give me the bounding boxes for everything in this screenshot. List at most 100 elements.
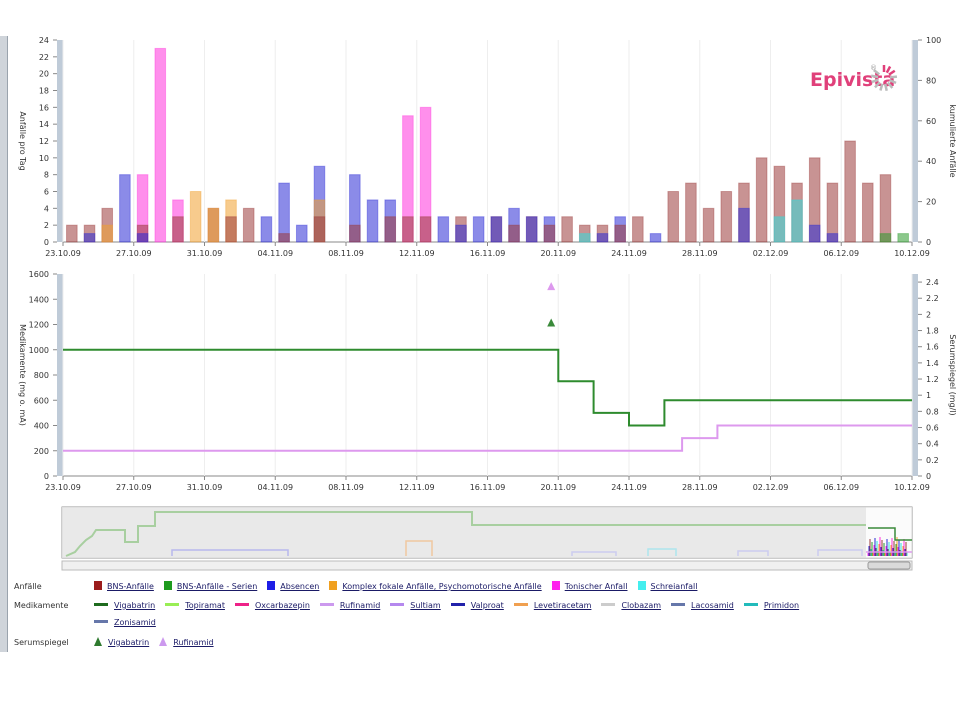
bar-bns-anf-lle — [508, 224, 520, 243]
y2-tick-label: 0.6 — [926, 424, 939, 433]
triangle-icon — [159, 637, 168, 646]
logo-ray — [871, 78, 879, 84]
bar-bns-anf-lle — [667, 191, 680, 243]
legend-item[interactable]: Clobazam — [601, 599, 661, 613]
legend-label: Topiramat — [185, 601, 225, 610]
legend-item[interactable]: Vigabatrin — [94, 599, 155, 613]
legend-item[interactable]: Valproat — [450, 599, 504, 613]
bar-absencen — [525, 216, 538, 243]
legend-row-medikamente: Medikamente Vigabatrin Topiramat Oxcarbazep… — [14, 599, 809, 613]
x-tick-label: 23.10.09 — [45, 483, 81, 492]
legend-item[interactable]: Vigabatrin — [94, 636, 149, 650]
legend-item[interactable]: Rufinamid — [159, 636, 214, 650]
legend-item[interactable]: Absencen — [267, 580, 319, 594]
y2-tick-label: 0.8 — [926, 407, 939, 416]
x-tick-label: 08.11.09 — [328, 483, 364, 492]
bar-bns-anf-lle — [313, 216, 326, 243]
y-tick-label: 18 — [39, 87, 49, 96]
legend-item[interactable]: BNS-Anfälle — [94, 580, 154, 594]
legend-item[interactable]: Primidon — [743, 599, 800, 613]
y-tick-label: 6 — [44, 188, 49, 197]
legend-label: Rufinamid — [339, 601, 381, 610]
x-tick-label: 04.11.09 — [257, 249, 293, 258]
legend-line-swatch — [319, 603, 334, 606]
legend-swatch — [551, 581, 560, 590]
legend-label: Primidon — [763, 601, 800, 610]
right-axis-bar-top — [912, 40, 918, 242]
bar-bns-anf-lle — [384, 216, 397, 243]
bar-absencen — [260, 216, 273, 243]
y2-tick-label: 100 — [926, 36, 941, 45]
logo-ray — [874, 81, 881, 89]
x-tick-label: 20.11.09 — [540, 483, 576, 492]
line-vigabatrin — [63, 348, 912, 427]
legend-swatch — [329, 581, 338, 590]
y-tick-label: 1200 — [29, 321, 49, 330]
overview-sultiam-2 — [817, 549, 863, 556]
legend-label: Clobazam — [621, 601, 662, 610]
x-tick-label: 23.10.09 — [45, 249, 81, 258]
bar-absencen — [808, 224, 821, 243]
legend-item[interactable]: Schreianfall — [637, 580, 697, 594]
logo-ray — [879, 83, 884, 91]
legend-item[interactable]: Oxcarbazepin — [234, 599, 310, 613]
x-tick-label: 02.12.09 — [753, 483, 789, 492]
x-tick-label: 31.10.09 — [187, 483, 223, 492]
logo-ray — [889, 79, 897, 85]
legend-line-swatch — [513, 603, 528, 606]
y-tick-label: 800 — [34, 371, 49, 380]
legend-line-swatch — [234, 603, 249, 606]
y2-tick-label: 60 — [926, 117, 936, 126]
bar-bns-anf-lle — [879, 174, 892, 243]
epivista-logo: Epivista ® — [810, 64, 898, 91]
x-tick-label: 02.12.09 — [753, 249, 789, 258]
legend-row-anfälle: Anfälle BNS-Anfälle BNS-Anfälle - Serien Ab… — [14, 580, 707, 594]
legend-item[interactable]: Komplex fokale Anfälle, Psychomotorische… — [329, 580, 542, 594]
logo-ray — [889, 75, 898, 79]
y-tick-label: 0 — [44, 472, 49, 481]
y-tick-label: 1000 — [29, 346, 49, 355]
y2-tick-label: 20 — [926, 198, 936, 207]
bar-bns-anf-lle — [66, 224, 78, 243]
y2-tick-label: 0 — [926, 238, 931, 247]
legend-line-swatch — [390, 603, 405, 606]
x-tick-label: 20.11.09 — [540, 249, 576, 258]
legend-item[interactable]: Tonischer Anfall — [551, 580, 628, 594]
y2-axis-title: kumulierte Anfälle — [948, 104, 957, 177]
y2-tick-label: 0.4 — [926, 440, 939, 449]
bar-bns-anf-lle — [632, 216, 644, 243]
x-tick-label: 08.11.09 — [328, 249, 364, 258]
legend-item[interactable]: Topiramat — [165, 599, 225, 613]
bar-absencen — [455, 224, 467, 243]
bar-absencen — [437, 216, 450, 243]
legend-group-title: Anfälle — [14, 582, 42, 591]
overview-navigator[interactable] — [61, 506, 913, 571]
left-axis-bar-bottom — [57, 274, 63, 476]
overview-primidon — [647, 548, 677, 556]
legend-item[interactable]: Rufinamid — [319, 599, 381, 613]
x-tick-label: 24.11.09 — [611, 249, 647, 258]
legend-item[interactable]: Sultiam — [390, 599, 441, 613]
bar-komplex-fokale-anf-lle-psychomotorische-anf-lle — [207, 207, 220, 243]
legend-swatch — [637, 581, 646, 590]
legend-swatch — [267, 581, 276, 590]
bar-bns-anf-lle — [755, 157, 768, 243]
legend-item[interactable]: Levetiracetam — [513, 599, 591, 613]
legend-item[interactable]: Zonisamid — [94, 616, 156, 630]
y-tick-label: 4 — [44, 204, 49, 213]
overview-sultiam — [171, 549, 289, 556]
y-tick-label: 10 — [39, 154, 49, 163]
x-tick-label: 12.11.09 — [399, 483, 435, 492]
logo-ray — [888, 69, 896, 76]
y-tick-label: 12 — [39, 137, 49, 146]
serum-marker-vigabatrin — [547, 318, 556, 327]
x-tick-label: 10.12.09 — [894, 249, 930, 258]
bar-schreianfall — [773, 216, 786, 243]
y2-tick-label: 0.2 — [926, 456, 939, 465]
legend-label: Vigabatrin — [114, 601, 156, 610]
legend-item[interactable]: Lacosamid — [671, 599, 734, 613]
y-tick-label: 14 — [39, 120, 49, 129]
y-tick-label: 16 — [39, 103, 49, 112]
legend-item[interactable]: BNS-Anfälle - Serien — [163, 580, 257, 594]
x-tick-label: 28.11.09 — [682, 483, 718, 492]
